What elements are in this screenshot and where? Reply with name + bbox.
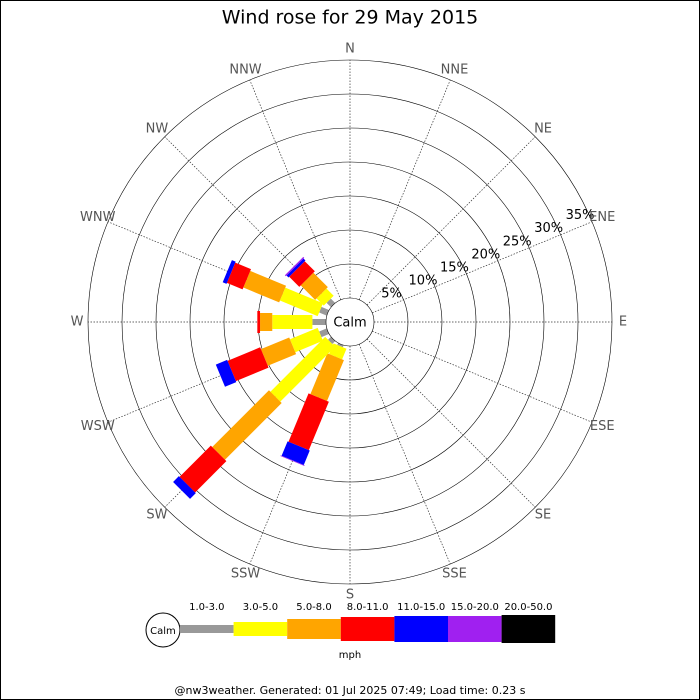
rose-segment — [312, 319, 326, 325]
rose-segment — [289, 327, 323, 353]
rose-segment — [284, 256, 305, 277]
grid-ring — [155, 127, 545, 517]
legend-label: 8.0-11.0 — [347, 602, 389, 613]
direction-label: SE — [535, 508, 551, 523]
direction-label: NE — [534, 121, 552, 136]
rose-segment — [227, 347, 269, 382]
rose-segment — [212, 390, 282, 460]
rose-segment — [226, 262, 251, 290]
direction-label: NNE — [441, 62, 469, 77]
legend-swatch — [180, 625, 234, 633]
rose-segment — [279, 287, 323, 317]
legend-swatch — [394, 616, 448, 642]
legend-label: 20.0-50.0 — [504, 602, 552, 613]
calm-circle — [325, 297, 375, 347]
direction-label: WNW — [80, 210, 116, 225]
rose-segment — [289, 261, 315, 287]
spoke — [358, 344, 451, 565]
direction-label: ESE — [590, 419, 615, 434]
legend-swatch — [233, 622, 288, 636]
spoke — [366, 338, 536, 508]
legend-label: 5.0-8.0 — [296, 602, 331, 613]
legend-swatch — [340, 617, 395, 641]
spoke — [372, 330, 593, 423]
rose-segment — [310, 353, 344, 402]
r-tick-label: 10% — [409, 273, 438, 288]
r-tick-label: 35% — [566, 208, 595, 223]
direction-label: W — [71, 315, 84, 330]
rose-segment — [257, 311, 261, 333]
legend-swatch — [287, 619, 341, 639]
legend-swatch — [501, 615, 556, 643]
rose-segment — [281, 441, 310, 465]
direction-label: NNW — [229, 62, 261, 77]
legend-label: 15.0-20.0 — [451, 602, 499, 613]
rose-segment — [173, 476, 196, 499]
spoke — [249, 79, 342, 300]
legend-label: 11.0-15.0 — [397, 602, 445, 613]
r-tick-label: 20% — [471, 247, 500, 262]
rose-segment — [286, 258, 306, 278]
rose-segment — [260, 337, 297, 366]
spoke — [366, 136, 536, 306]
direction-label: WSW — [81, 419, 115, 434]
legend-unit: mph — [339, 650, 361, 661]
rose-segment — [288, 393, 329, 451]
legend-label: 1.0-3.0 — [189, 602, 224, 613]
spoke — [372, 221, 593, 314]
rose-segment — [215, 359, 237, 387]
direction-label: SSW — [231, 567, 261, 582]
rose-segment — [270, 336, 336, 402]
legend-swatch — [448, 616, 502, 642]
spoke — [358, 79, 451, 300]
direction-label: SSE — [442, 567, 467, 582]
rose-segment — [316, 288, 334, 306]
legend-label: 3.0-5.0 — [243, 602, 278, 613]
r-tick-label: 25% — [503, 234, 532, 249]
direction-label: SW — [146, 508, 167, 523]
r-tick-label: 5% — [381, 286, 402, 301]
rose-segment — [179, 445, 227, 493]
rose-segment — [260, 313, 273, 331]
direction-label: ENE — [589, 210, 615, 225]
rose-segment — [328, 336, 336, 344]
rose-segment — [243, 270, 287, 303]
r-tick-label: 30% — [534, 221, 563, 236]
rose-segment — [319, 328, 329, 338]
direction-label: S — [346, 588, 354, 603]
r-tick-label: 15% — [440, 260, 469, 275]
rose-segment — [337, 343, 344, 348]
legend-calm-label: Calm — [150, 626, 176, 637]
direction-label: NW — [146, 121, 169, 136]
rose-segment — [300, 272, 328, 300]
footer: @nw3weather. Generated: 01 Jul 2025 07:4… — [175, 684, 526, 697]
calm-label: Calm — [333, 316, 366, 331]
rose-segment — [272, 315, 313, 329]
rose-segment — [222, 260, 236, 284]
chart-title: Wind rose for 29 May 2015 — [222, 7, 479, 29]
direction-label: N — [345, 42, 355, 57]
rose-segment — [319, 306, 329, 316]
direction-label: E — [619, 315, 627, 330]
rose-segment — [280, 455, 305, 467]
